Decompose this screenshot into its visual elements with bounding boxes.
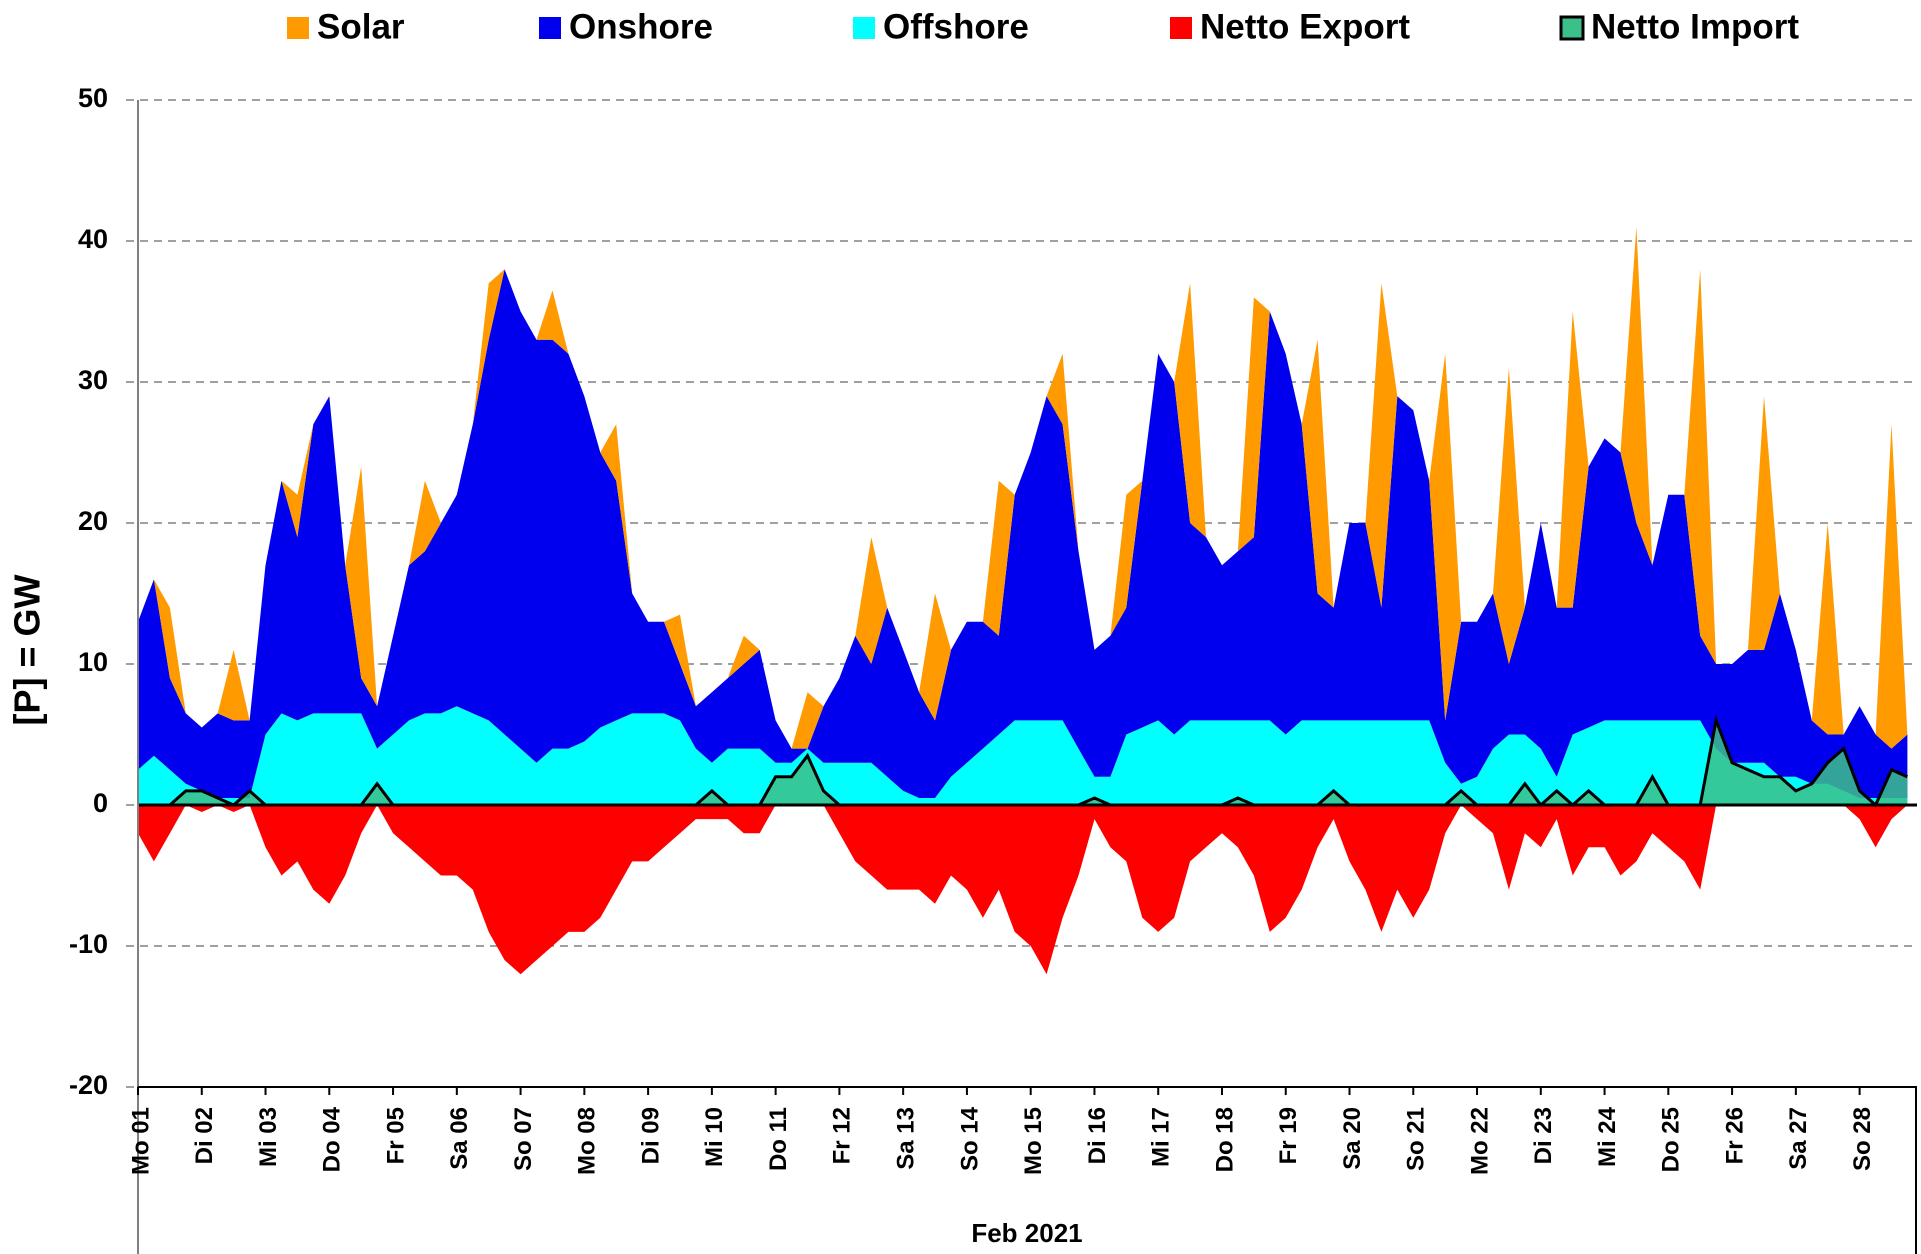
x-tick-label: So 07 [510, 1107, 537, 1171]
x-tick-label: Mi 10 [701, 1107, 728, 1167]
x-tick-label: Fr 26 [1721, 1107, 1748, 1164]
x-tick-label: Mo 15 [1020, 1107, 1047, 1175]
legend-label: Netto Export [1200, 7, 1410, 46]
x-tick-label: Mi 24 [1594, 1106, 1621, 1167]
y-tick-label: 20 [78, 506, 108, 536]
x-tick-label: Do 11 [765, 1107, 792, 1171]
y-tick-label: 10 [78, 647, 108, 677]
x-tick-label: Di 09 [637, 1107, 664, 1164]
legend-swatch [287, 17, 309, 39]
y-tick-label: 30 [78, 365, 108, 395]
area-onshore [138, 269, 1908, 798]
x-tick-label: Mi 17 [1148, 1107, 1175, 1167]
x-tick-label: So 28 [1849, 1107, 1876, 1171]
x-tick-label: So 21 [1403, 1107, 1430, 1171]
x-tick-label: Mo 01 [127, 1107, 154, 1175]
x-tick-label: Do 04 [319, 1106, 346, 1172]
x-tick-label: Fr 05 [382, 1107, 409, 1164]
y-tick-label: -20 [69, 1070, 108, 1100]
x-tick-label: Sa 13 [893, 1107, 920, 1170]
legend-swatch [539, 17, 561, 39]
y-tick-label: 50 [78, 83, 108, 113]
legend-label: Onshore [569, 7, 713, 46]
area-netto-export [138, 805, 1908, 975]
area-offshore [138, 706, 1908, 805]
x-tick-label: Mo 08 [574, 1107, 601, 1175]
legend-label: Solar [317, 7, 405, 46]
x-tick-label: Fr 19 [1275, 1107, 1302, 1164]
legend-swatch [1559, 15, 1585, 41]
y-tick-label: -10 [69, 929, 108, 959]
x-tick-label: So 14 [956, 1106, 983, 1171]
legend-label: Offshore [883, 7, 1029, 46]
legend-swatch [1170, 17, 1192, 39]
legend-swatch [853, 17, 875, 39]
x-axis-title: Feb 2021 [971, 1218, 1082, 1248]
x-tick-label: Sa 06 [446, 1107, 473, 1170]
x-tick-label: Di 16 [1084, 1107, 1111, 1164]
x-tick-label: Sa 20 [1339, 1107, 1366, 1170]
legend-label: Netto Import [1591, 7, 1799, 46]
x-tick-label: Sa 27 [1785, 1107, 1812, 1170]
area-netto-import [138, 720, 1908, 805]
y-axis-title: [P] = GW [7, 574, 48, 725]
x-tick-label: Fr 12 [829, 1107, 856, 1164]
plot-area [126, 99, 1917, 1088]
x-tick-label: Do 25 [1658, 1107, 1685, 1172]
x-tick-label: Mi 03 [255, 1107, 282, 1167]
y-tick-label: 40 [78, 224, 108, 254]
x-tick-label: Di 02 [191, 1107, 218, 1164]
x-tick-label: Do 18 [1211, 1107, 1238, 1172]
x-tick-label: Di 23 [1530, 1107, 1557, 1164]
y-tick-label: 0 [93, 788, 108, 818]
x-tick-label: Mo 22 [1466, 1107, 1493, 1175]
